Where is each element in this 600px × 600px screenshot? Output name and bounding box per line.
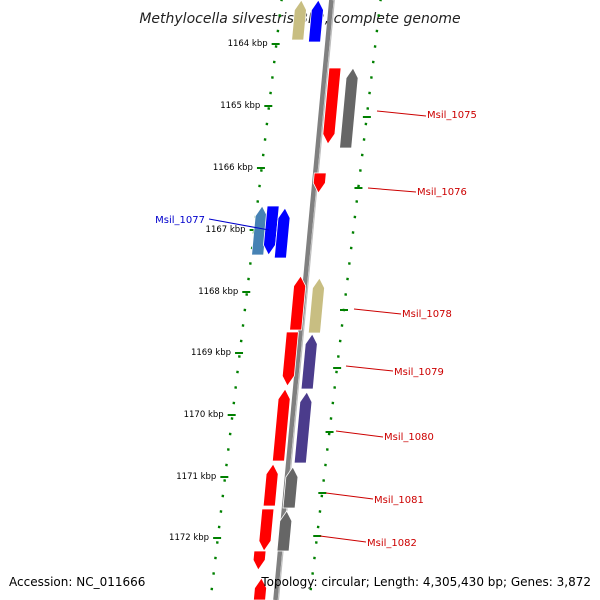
gene-label-leader <box>345 365 394 372</box>
gene-arrow[interactable] <box>273 207 291 259</box>
gene-label[interactable]: Msil_1078 <box>402 309 452 320</box>
gene-arrow[interactable] <box>339 67 359 149</box>
kbp-tick-label: 1169 kbp <box>191 348 231 358</box>
gene-label-leader <box>353 308 402 315</box>
genome-backbone-highlight <box>277 0 335 600</box>
gene-label-leader <box>335 430 384 438</box>
kbp-tick-label: 1170 kbp <box>184 410 224 420</box>
gene-arrow[interactable] <box>263 205 280 256</box>
gene-arrow[interactable] <box>289 275 307 331</box>
gene-arrow[interactable] <box>322 67 342 145</box>
gene-arrow[interactable] <box>258 508 275 552</box>
gene-label[interactable]: Msil_1077 <box>155 215 205 226</box>
kbp-tick-label: 1171 kbp <box>176 472 216 482</box>
gene-label[interactable]: Msil_1079 <box>394 367 444 378</box>
gene-arrow[interactable] <box>276 510 293 552</box>
gene-label-leader <box>376 110 427 117</box>
kbp-tick-label: 1164 kbp <box>228 39 268 49</box>
genome-summary-text: Topology: circular; Length: 4,305,430 bp… <box>260 575 591 589</box>
gene-label[interactable]: Msil_1080 <box>384 432 434 443</box>
gene-label[interactable]: Msil_1076 <box>417 187 467 198</box>
gene-arrow[interactable] <box>307 277 325 334</box>
accession-text: Accession: NC_011666 <box>9 575 145 589</box>
gene-arrow[interactable] <box>293 391 313 464</box>
gene-arrow[interactable] <box>308 0 324 43</box>
gene-label-leader <box>367 187 417 193</box>
gene-arrow[interactable] <box>291 0 307 41</box>
gene-label-leader <box>208 218 270 231</box>
kbp-tick-label: 1165 kbp <box>220 101 260 111</box>
gene-arrow[interactable] <box>253 577 267 600</box>
gene-arrow[interactable] <box>312 172 327 194</box>
gene-label-leader <box>325 492 374 500</box>
gene-arrow[interactable] <box>262 463 279 507</box>
kbp-tick-label: 1166 kbp <box>213 163 253 173</box>
scale-ticks: 1164 kbp 1165 kbp 1166 kbp 1167 kbp 1168 kbp… <box>169 0 382 591</box>
gene-label-leader <box>319 535 367 543</box>
kbp-tick-label: 1167 kbp <box>206 225 246 235</box>
gene-arrow[interactable] <box>300 333 318 390</box>
gene-label[interactable]: Msil_1082 <box>367 538 417 549</box>
gene-arrow[interactable] <box>281 331 299 387</box>
track-layer <box>273 0 335 600</box>
kbp-tick-label: 1172 kbp <box>169 533 209 543</box>
gene-arrow[interactable] <box>282 466 299 509</box>
gene-arrow[interactable] <box>271 388 291 462</box>
gene-arrow[interactable] <box>252 550 267 571</box>
gene-label[interactable]: Msil_1075 <box>427 110 477 121</box>
gene-label[interactable]: Msil_1081 <box>374 495 424 506</box>
gene-labels: Msil_1075 Msil_1076 Msil_1077 Msil_1078 Msil… <box>155 110 477 549</box>
gene-features <box>251 0 359 600</box>
kbp-tick-label: 1168 kbp <box>198 287 238 297</box>
